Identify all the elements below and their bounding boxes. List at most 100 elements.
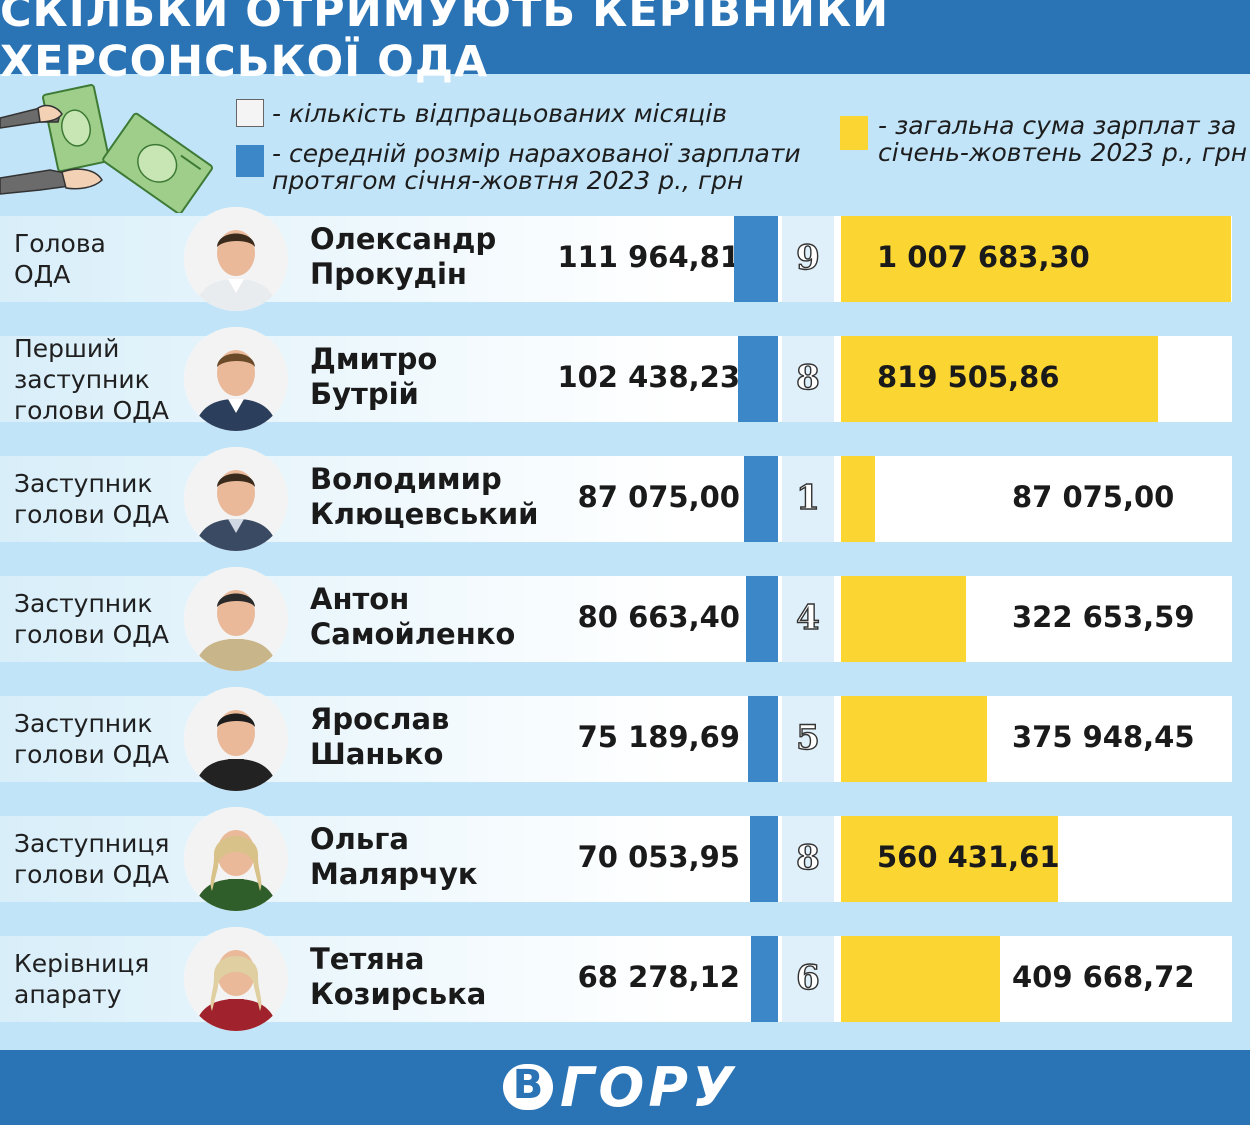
avg-salary-bar	[748, 696, 778, 782]
total-salary-value: 409 668,72	[1012, 960, 1195, 994]
role-line: заступник	[14, 364, 150, 394]
first-name: Антон	[310, 582, 410, 616]
total-salary-bar	[841, 216, 1231, 302]
legend-total-swatch	[840, 116, 868, 150]
total-background	[841, 456, 1231, 542]
avatar-collar	[228, 279, 244, 293]
last-name: Бутрій	[310, 377, 419, 411]
person-photo	[184, 807, 288, 911]
person-photo	[184, 447, 288, 551]
last-name: Клюцевський	[310, 497, 539, 531]
hands-with-money-icon	[0, 84, 213, 213]
months-cell	[782, 936, 834, 1022]
total-salary-bar	[841, 576, 966, 662]
legend-avg-line2: протягом січня-жовтня 2023 р., грн	[272, 166, 744, 195]
person-name: Ярослав Шанько	[310, 702, 449, 772]
first-name: Ольга	[310, 822, 409, 856]
avg-salary-value: 70 053,95	[577, 840, 740, 874]
first-name: Олександр	[310, 222, 497, 256]
person-photo	[184, 567, 288, 671]
role-label: Заступник голови ОДА	[14, 468, 169, 530]
total-salary-value: 560 431,61	[877, 840, 1060, 874]
avg-salary-bar	[734, 216, 778, 302]
avg-salary-value: 111 964,81	[557, 240, 740, 274]
role-label: Заступник голови ОДА	[14, 708, 169, 770]
person-photo	[184, 327, 288, 431]
avatar-hair	[217, 713, 255, 727]
last-name: Шанько	[310, 737, 444, 771]
avg-salary-value: 75 189,69	[577, 720, 740, 754]
role-line: Голова	[14, 229, 106, 258]
avatar-collar	[228, 999, 244, 1013]
legend-avg-swatch	[236, 145, 264, 177]
avatar-hair	[217, 593, 255, 607]
total-salary-bar	[841, 336, 1159, 422]
legend-total-label: - загальна сума зарплат за січень-жовтен…	[878, 112, 1247, 166]
role-label: Заступниця голови ОДА	[14, 828, 169, 890]
role-line: Заступник	[14, 709, 153, 738]
person-photo	[184, 927, 288, 1031]
months-value: 4	[795, 597, 820, 638]
role-label: Керівниця апарату	[14, 948, 149, 1010]
person-photo	[184, 207, 288, 311]
avg-salary-value: 80 663,40	[577, 600, 740, 634]
person-name: Ольга Малярчук	[310, 822, 478, 892]
legend-avg-line1: - середній розмір нарахованої зарплати	[272, 139, 801, 168]
role-line: голови ОДА	[14, 860, 169, 889]
avatar-collar	[228, 519, 244, 533]
months-cell	[782, 216, 834, 302]
role-line: апарату	[14, 980, 122, 1009]
months-cell	[782, 576, 834, 662]
role-label: Голова ОДА	[14, 228, 106, 290]
total-salary-value: 87 075,00	[1012, 480, 1175, 514]
months-value: 6	[795, 957, 820, 998]
avatar-hair	[210, 956, 262, 1011]
avatar-hair	[217, 473, 255, 487]
avatar-icon	[184, 687, 288, 791]
person-name: Дмитро Бутрій	[310, 342, 437, 412]
avg-salary-bar	[737, 336, 778, 422]
avatar-collar	[228, 759, 244, 773]
avatar-collar	[228, 879, 244, 893]
avatar-body	[194, 279, 278, 311]
logo-text: ГОРУ	[560, 1056, 738, 1119]
avatar-body	[194, 759, 278, 791]
months-value: 1	[795, 477, 820, 518]
last-name: Козирська	[310, 977, 487, 1011]
avatar-icon	[184, 327, 288, 431]
role-line: голови ОДА	[14, 500, 169, 529]
role-line: Заступник	[14, 469, 153, 498]
total-salary-bar	[841, 456, 875, 542]
last-name: Прокудін	[310, 257, 467, 291]
role-line: Заступник	[14, 589, 153, 618]
avatar-body	[194, 399, 278, 431]
avg-salary-bar	[743, 456, 778, 542]
total-salary-value: 375 948,45	[1012, 720, 1195, 754]
person-name: Тетяна Козирська	[310, 942, 486, 1012]
role-label: Перший заступник голови ОДА	[14, 333, 169, 426]
role-line: Керівниця	[14, 949, 150, 978]
avatar-icon	[184, 927, 288, 1031]
person-name: Володимир Клюцевський	[310, 462, 539, 532]
total-salary-bar	[841, 696, 987, 782]
role-line: голови ОДА	[14, 620, 169, 649]
avg-salary-value: 68 278,12	[577, 960, 740, 994]
role-label: Заступник голови ОДА	[14, 588, 169, 650]
months-cell	[782, 696, 834, 782]
avatar-collar	[228, 639, 244, 653]
avatar-icon	[184, 447, 288, 551]
avg-salary-bar	[750, 816, 778, 902]
legend-months-swatch	[236, 99, 264, 127]
role-line: голови ОДА	[14, 740, 169, 769]
avatar-icon	[184, 807, 288, 911]
last-name: Малярчук	[310, 857, 478, 891]
total-salary-value: 819 505,86	[877, 360, 1060, 394]
avatar-hair	[210, 836, 262, 891]
role-line: Заступниця	[14, 829, 170, 858]
months-value: 8	[795, 837, 820, 878]
avatar-collar	[228, 399, 244, 413]
months-cell	[782, 816, 834, 902]
avatar-body	[194, 879, 278, 911]
avg-salary-bar	[751, 936, 778, 1022]
